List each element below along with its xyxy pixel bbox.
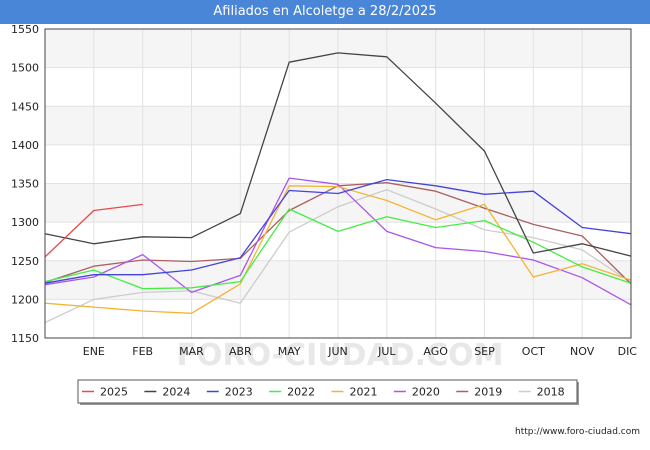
legend-label-2019: 2019 — [474, 386, 502, 399]
series-line-2022 — [44, 208, 632, 290]
legend-label-2022: 2022 — [287, 386, 315, 399]
x-tick-label: MAY — [278, 345, 301, 358]
series-line-2024 — [44, 52, 632, 257]
series-line-2018 — [44, 189, 632, 324]
y-tick-label: 1550 — [11, 23, 39, 36]
x-tick-label: DIC — [618, 345, 638, 358]
chart-title: Afiliados en Alcoletge a 28/2/2025 — [0, 0, 650, 24]
series-line-2019 — [44, 182, 632, 285]
x-tick-label: JUN — [327, 345, 348, 358]
x-tick-label: MAR — [179, 345, 204, 358]
x-tick-label: AGO — [423, 345, 448, 358]
x-tick-label: SEP — [474, 345, 495, 358]
y-tick-label: 1200 — [11, 293, 39, 306]
series-line-2025 — [44, 203, 143, 258]
source-url: http://www.foro-ciudad.com — [515, 427, 640, 437]
x-tick-label: FEB — [132, 345, 153, 358]
chart-series — [44, 52, 632, 324]
y-tick-label: 1150 — [11, 332, 39, 345]
legend-label-2025: 2025 — [100, 386, 128, 399]
y-tick-label: 1300 — [11, 216, 39, 229]
x-tick-label: ABR — [229, 345, 252, 358]
y-tick-label: 1500 — [11, 62, 39, 75]
x-axis: ENE FEB MAR ABR MAY JUN JUL AGO SEP OCT NOV DIC — [83, 345, 638, 358]
y-axis: 1150 1200 1250 1300 1350 1400 1450 1500 1550 — [11, 23, 39, 345]
legend-label-2018: 2018 — [537, 386, 565, 399]
x-tick-label: NOV — [570, 345, 595, 358]
y-tick-label: 1350 — [11, 178, 39, 191]
legend-label-2020: 2020 — [412, 386, 440, 399]
x-tick-label: JUL — [377, 345, 396, 358]
series-line-2021 — [44, 185, 632, 314]
y-tick-label: 1250 — [11, 255, 39, 268]
legend: 2025 2024 2023 2022 2021 2020 2019 2018 — [77, 379, 579, 405]
y-tick-label: 1400 — [11, 139, 39, 152]
x-tick-label: OCT — [522, 345, 545, 358]
x-tick-label: ENE — [83, 345, 105, 358]
legend-label-2023: 2023 — [225, 386, 253, 399]
plot-border — [44, 28, 632, 339]
series-line-2023 — [44, 178, 632, 284]
watermark: FORO-CIUDAD.COM — [177, 338, 504, 373]
legend-label-2024: 2024 — [162, 386, 190, 399]
legend-box — [77, 379, 578, 404]
legend-label-2021: 2021 — [350, 386, 378, 399]
y-tick-label: 1450 — [11, 100, 39, 113]
series-line-2020 — [44, 177, 632, 306]
